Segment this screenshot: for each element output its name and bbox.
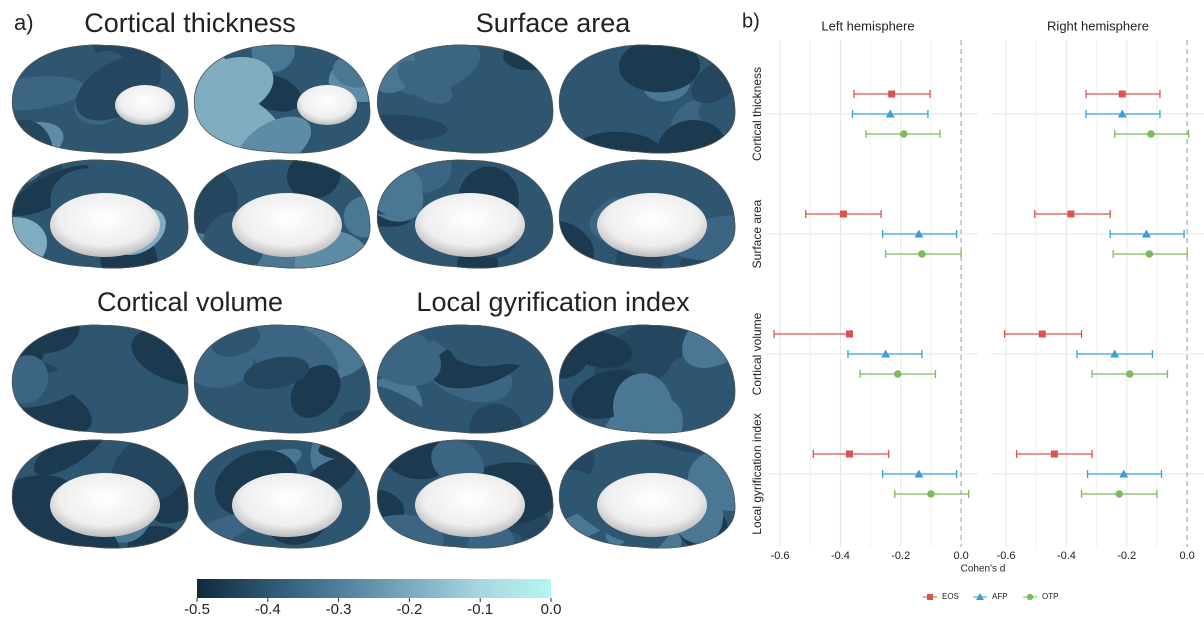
legend-marker [976, 593, 984, 600]
point [927, 490, 935, 498]
x-tick-label: 0.0 [953, 550, 968, 562]
legend-label: OTP [1042, 592, 1058, 601]
map-title: Local gyrification index [416, 287, 690, 317]
panel-label: a) [14, 10, 34, 35]
x-tick-label: -0.6 [771, 550, 790, 562]
legend-label: AFP [992, 592, 1008, 601]
point [918, 250, 926, 258]
row-label: Local gyrification index [750, 413, 764, 534]
point [1145, 250, 1154, 258]
legend-marker [927, 594, 933, 600]
x-tick-label: 0.0 [1179, 550, 1194, 562]
map-title: Cortical volume [97, 287, 283, 317]
point [893, 370, 902, 378]
colorbar [197, 579, 551, 598]
x-tick-label: -0.2 [1117, 550, 1136, 562]
row-label: Cortical volume [750, 312, 764, 395]
colorbar-tick-label: -0.2 [396, 601, 422, 618]
colorbar-tick-label: -0.1 [467, 601, 493, 618]
legend-label: EOS [942, 592, 959, 601]
x-tick-label: -0.2 [891, 550, 910, 562]
point [1125, 370, 1134, 378]
brain-view [193, 159, 371, 269]
map-title: Surface area [476, 8, 632, 38]
brain-view [11, 439, 189, 549]
facet-title: Left hemisphere [821, 18, 914, 33]
row-label: Cortical thickness [750, 67, 764, 161]
legend-marker [1026, 593, 1034, 601]
point [1147, 130, 1155, 138]
point [1141, 229, 1151, 238]
point [1115, 490, 1124, 498]
brain-view [558, 439, 736, 549]
map-title: Cortical thickness [84, 8, 296, 38]
brain-view [376, 439, 554, 549]
x-tick-label: -0.4 [1057, 550, 1076, 562]
panel-label: b) [742, 10, 760, 32]
point [914, 229, 924, 238]
point [839, 210, 847, 218]
point [899, 130, 908, 138]
point [1067, 210, 1075, 218]
point [1110, 349, 1120, 358]
brain-view [193, 324, 371, 434]
row-label: Surface area [750, 199, 764, 268]
point [1038, 330, 1046, 338]
brain-view [376, 159, 554, 269]
brain-view [11, 44, 189, 154]
point [881, 349, 891, 358]
colorbar-tick-label: 0.0 [541, 601, 562, 618]
point [1118, 90, 1126, 98]
colorbar-tick-label: -0.4 [255, 601, 281, 618]
point [1119, 469, 1129, 478]
point [1117, 109, 1127, 118]
x-axis-label: Cohen's d [961, 564, 1006, 575]
point [888, 90, 896, 98]
point [845, 330, 853, 338]
x-tick-label: -0.4 [831, 550, 850, 562]
point [885, 109, 895, 118]
point [845, 450, 853, 458]
facet-title: Right hemisphere [1047, 18, 1149, 33]
point [914, 469, 924, 478]
colorbar-tick-label: -0.3 [326, 601, 352, 618]
colorbar-tick-label: -0.5 [184, 601, 210, 618]
point [1050, 450, 1058, 458]
x-tick-label: -0.6 [997, 550, 1016, 562]
